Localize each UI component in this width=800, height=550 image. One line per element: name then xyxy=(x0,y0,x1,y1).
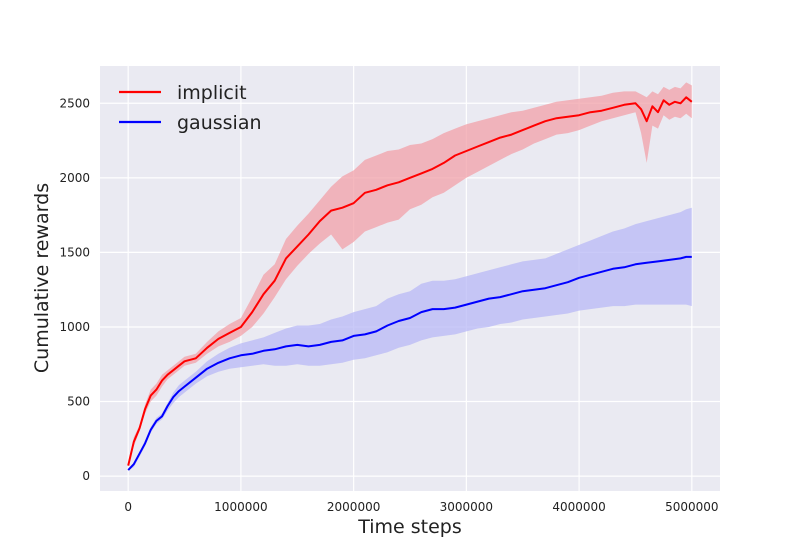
y-axis-label: Cumulative rewards xyxy=(31,183,53,373)
x-tick-label: 3000000 xyxy=(440,500,493,514)
x-tick-label: 2000000 xyxy=(327,500,380,514)
x-tick-label: 4000000 xyxy=(552,500,605,514)
x-tick-label: 5000000 xyxy=(665,500,718,514)
y-axis-ticks: 0 500 1000 1500 2000 2500 xyxy=(59,96,90,483)
x-axis-label: Time steps xyxy=(357,516,462,538)
legend-label-implicit: implicit xyxy=(177,82,247,104)
x-tick-label: 1000000 xyxy=(214,500,267,514)
y-tick-label: 1500 xyxy=(59,245,90,259)
legend-label-gaussian: gaussian xyxy=(177,112,262,134)
confidence-bands xyxy=(128,82,692,471)
y-tick-label: 1000 xyxy=(59,320,90,334)
x-axis-ticks: 0 1000000 2000000 3000000 4000000 5000000 xyxy=(124,500,718,514)
x-tick-label: 0 xyxy=(124,500,132,514)
gaussian-band xyxy=(128,207,692,471)
y-tick-label: 2500 xyxy=(59,96,90,110)
implicit-band xyxy=(128,82,692,466)
y-tick-label: 500 xyxy=(67,395,90,409)
series-lines xyxy=(127,96,693,471)
legend: implicit gaussian xyxy=(119,82,262,134)
gaussian-line xyxy=(127,255,692,471)
y-tick-label: 0 xyxy=(82,469,90,483)
y-tick-label: 2000 xyxy=(59,171,90,185)
implicit-line xyxy=(127,96,693,466)
